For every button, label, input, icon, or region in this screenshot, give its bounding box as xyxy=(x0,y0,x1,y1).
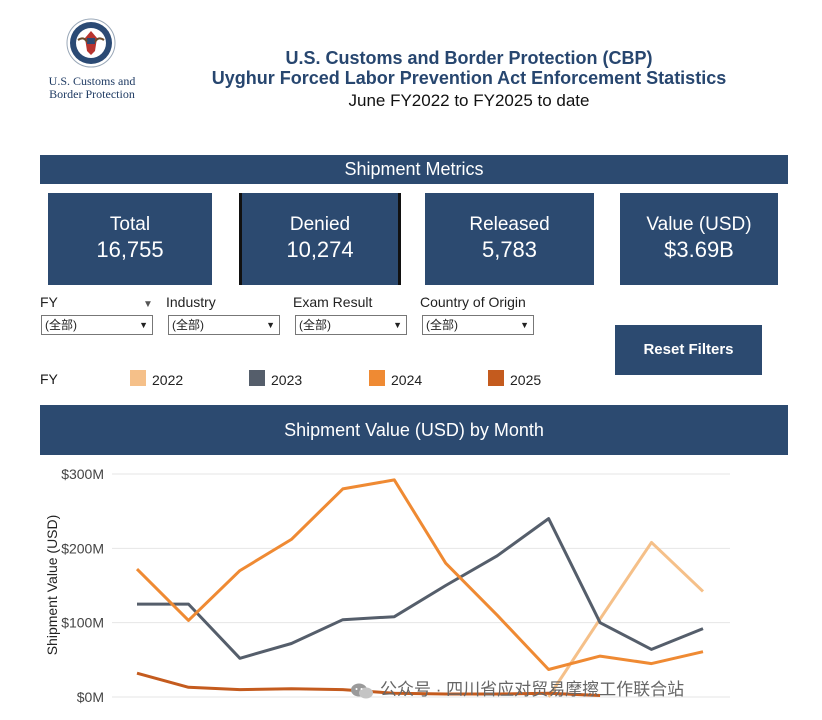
chevron-down-icon: ▼ xyxy=(393,320,402,330)
series-line-2024[interactable] xyxy=(135,478,704,671)
page-subtitle: June FY2022 to FY2025 to date xyxy=(348,91,590,110)
kpi-value-card[interactable]: Value (USD) $3.69B xyxy=(620,193,778,285)
reset-filters-button[interactable]: Reset Filters xyxy=(615,325,762,375)
industry-filter-value: (全部) xyxy=(172,318,204,332)
legend-label-2024[interactable]: 2024 xyxy=(391,372,423,388)
fy-filter-value: (全部) xyxy=(45,318,77,332)
country-filter-value: (全部) xyxy=(426,318,458,332)
legend-swatch-2022[interactable] xyxy=(130,370,146,386)
fy-filter-menu-icon[interactable]: ▼ xyxy=(143,299,153,310)
legend-label-2022[interactable]: 2022 xyxy=(152,372,184,388)
y-tick-label: $100M xyxy=(61,615,104,631)
chevron-down-icon: ▼ xyxy=(139,320,148,330)
kpi-value-label: Value (USD) xyxy=(646,214,752,235)
chevron-down-icon: ▼ xyxy=(266,320,275,330)
fy-filter-select[interactable]: (全部) ▼ xyxy=(41,315,153,335)
y-tick-label: $0M xyxy=(77,689,104,705)
legend-swatch-2024[interactable] xyxy=(369,370,385,386)
legend-label-2025[interactable]: 2025 xyxy=(510,372,542,388)
series-line-2023[interactable] xyxy=(137,517,704,660)
y-tick-label: $300M xyxy=(61,466,104,482)
kpi-total-value: 16,755 xyxy=(96,237,164,262)
page-title-line1: U.S. Customs and Border Protection (CBP) xyxy=(285,48,653,68)
fy-filter-label: FY xyxy=(40,294,58,310)
legend-swatch-2023[interactable] xyxy=(249,370,265,386)
y-axis-title: Shipment Value (USD) xyxy=(44,515,60,656)
kpi-denied-value: 10,274 xyxy=(286,237,354,262)
country-filter-select[interactable]: (全部) ▼ xyxy=(422,315,534,335)
series-line-2022[interactable] xyxy=(547,540,705,698)
logo-text-line1: U.S. Customs and xyxy=(48,74,136,88)
kpi-released-card[interactable]: Released 5,783 xyxy=(425,193,594,285)
y-tick-label: $200M xyxy=(61,540,104,556)
kpi-released-label: Released xyxy=(469,214,550,235)
exam-result-filter-value: (全部) xyxy=(299,318,331,332)
legend-label-2023[interactable]: 2023 xyxy=(271,372,303,388)
chevron-down-icon: ▼ xyxy=(520,320,529,330)
page-title-line2: Uyghur Forced Labor Prevention Act Enfor… xyxy=(211,68,727,88)
industry-filter-label: Industry xyxy=(166,294,216,310)
kpi-denied-label: Denied xyxy=(289,214,351,235)
kpi-value-value: $3.69B xyxy=(664,237,734,262)
cbp-seal-icon xyxy=(66,18,116,68)
legend-swatch-2025[interactable] xyxy=(488,370,504,386)
industry-filter-select[interactable]: (全部) ▼ xyxy=(168,315,280,335)
watermark-text: 公众号 · 四川省应对贸易摩擦工作联合站 xyxy=(380,680,685,699)
wechat-icon xyxy=(351,683,373,699)
exam-result-filter-label: Exam Result xyxy=(293,294,373,310)
chart-title-banner: Shipment Value (USD) by Month xyxy=(40,405,788,455)
watermark: 公众号 · 四川省应对贸易摩擦工作联合站 xyxy=(350,675,684,699)
kpi-total-label: Total xyxy=(109,214,151,235)
shipment-metrics-banner: Shipment Metrics xyxy=(40,155,788,184)
kpi-denied-card[interactable]: Denied 10,274 xyxy=(239,193,401,285)
shipment-value-line-chart: $0M $100M $200M $300M Shipment Value (USD) xyxy=(44,466,730,705)
logo-text-line2: Border Protection xyxy=(49,87,135,101)
kpi-total-card[interactable]: Total 16,755 xyxy=(48,193,212,285)
legend-title: FY xyxy=(40,371,58,387)
kpi-released-value: 5,783 xyxy=(481,237,538,262)
country-filter-label: Country of Origin xyxy=(420,294,526,310)
exam-result-filter-select[interactable]: (全部) ▼ xyxy=(295,315,407,335)
